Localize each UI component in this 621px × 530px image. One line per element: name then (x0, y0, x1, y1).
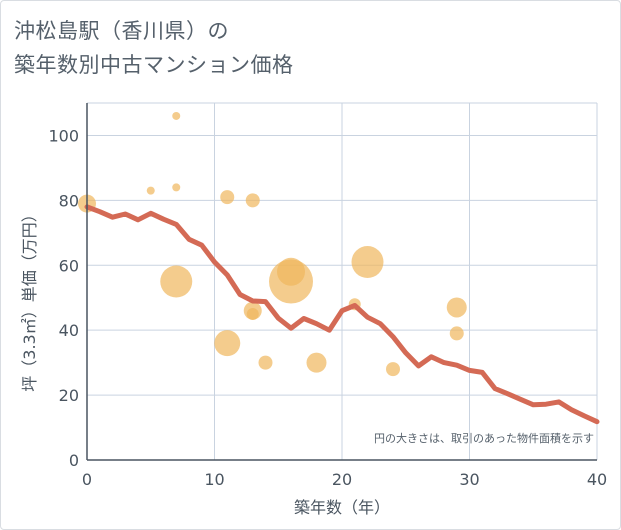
bubble-point (258, 355, 273, 370)
chart-title: 沖松島駅（香川県）の 築年数別中古マンション価格 (14, 14, 434, 82)
y-tick-label: 20 (59, 386, 79, 405)
trend-series (84, 204, 600, 425)
bubble-point (351, 246, 384, 279)
bubble-point (172, 183, 181, 192)
trend-line (84, 204, 600, 425)
bubble-point (160, 265, 193, 298)
y-tick-label: 80 (59, 191, 79, 210)
bubble-series (78, 111, 467, 377)
bubble-point (214, 330, 241, 357)
x-tick-label: 0 (82, 470, 92, 489)
bubble-point (306, 352, 327, 373)
x-tick-label: 30 (459, 470, 479, 489)
size-legend-note: 円の大きさは、取引のあった物件面積を示す (374, 431, 594, 445)
bubble-point (220, 190, 235, 205)
tick-labels: 0 10 20 30 40 0 20 40 60 80 100 (48, 126, 607, 489)
y-tick-label: 100 (48, 126, 79, 145)
y-axis-title: 坪（3.3㎡）単価（万円） (20, 206, 39, 391)
bubble-point (449, 326, 464, 341)
y-tick-label: 0 (69, 451, 79, 470)
bubble-point (245, 193, 260, 208)
axes (86, 103, 597, 461)
chart-title-line-2: 築年数別中古マンション価格 (14, 53, 294, 77)
chart-title-line-1: 沖松島駅（香川県）の (14, 19, 229, 43)
bubble-point (446, 297, 467, 318)
x-tick-label: 20 (332, 470, 352, 489)
y-tick-label: 40 (59, 321, 79, 340)
y-tick-label: 60 (59, 256, 79, 275)
bubble-point (172, 111, 181, 120)
bubble-point (386, 362, 400, 377)
x-tick-label: 10 (204, 470, 224, 489)
bubble-point (277, 257, 305, 286)
bubble-point (246, 307, 259, 320)
x-tick-label: 40 (587, 470, 607, 489)
bubble-point (146, 186, 155, 195)
x-axis-title: 築年数（年） (294, 498, 390, 517)
